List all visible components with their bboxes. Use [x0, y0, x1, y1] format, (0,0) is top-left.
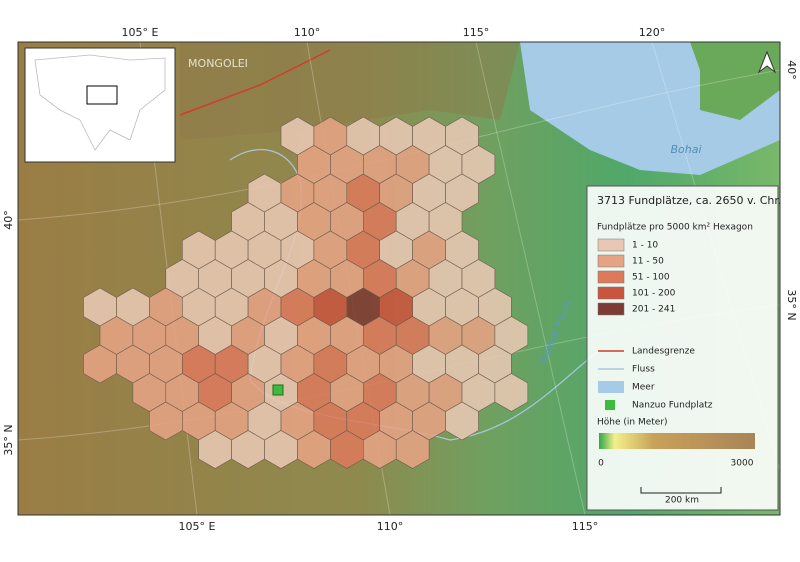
north-arrow [757, 50, 777, 74]
graticule-label: 120° [639, 26, 666, 39]
graticule-label: 35° N [2, 424, 15, 455]
legend-swatch [597, 254, 625, 268]
inset-map [24, 47, 176, 163]
legend-swatch [597, 238, 625, 252]
legend-swatch [597, 286, 625, 300]
elevation-min: 0 [598, 459, 604, 469]
legend-title: 3713 Fundplätze, ca. 2650 v. Chr. [597, 194, 781, 207]
sea-label: Bohai [670, 143, 701, 156]
graticule-label: 35° N [785, 289, 798, 320]
map-frame [17, 41, 781, 516]
scale-bar [640, 487, 722, 494]
legend-swatch [597, 302, 625, 316]
graticule-label: 105° E [179, 520, 216, 533]
legend-label: Fluss [632, 365, 655, 375]
graticule-label: 40° [785, 60, 798, 80]
legend: 3713 Fundplätze, ca. 2650 v. Chr. Fundpl… [586, 185, 781, 511]
legend-label: 201 - 241 [632, 305, 675, 315]
legend-label: Meer [632, 383, 655, 393]
graticule-label: 110° [377, 520, 404, 533]
graticule-labels: 105° E 110° 115° 120° 105° E 110° 115° 40° 35° N… [2, 26, 798, 533]
graticule-label: 115° [572, 520, 599, 533]
legend-swatch [605, 400, 615, 410]
scale-label: 200 km [665, 496, 699, 506]
hexagon [395, 430, 430, 469]
legend-label: 51 - 100 [632, 273, 670, 283]
graticule-label: 110° [294, 26, 321, 39]
legend-label: Landesgrenze [632, 347, 695, 357]
hexagon [494, 373, 529, 412]
legend-label: Nanzuo Fundplatz [632, 401, 713, 411]
country-label: MONGOLEI [188, 57, 248, 70]
legend-swatch [598, 381, 624, 393]
legend-subtitle: Fundplätze pro 5000 km² Hexagon [597, 223, 753, 233]
elevation-title: Höhe (in Meter) [597, 418, 668, 428]
graticule-label: 105° E [122, 26, 159, 39]
legend-label: 11 - 50 [632, 257, 664, 267]
hexagon [445, 401, 479, 441]
legend-label: 1 - 10 [632, 241, 658, 251]
graticule-label: 115° [463, 26, 490, 39]
elevation-bar [599, 433, 755, 449]
elevation-max: 3000 [731, 459, 754, 469]
hexagon-grid [83, 116, 529, 469]
legend-label: 101 - 200 [632, 289, 676, 299]
graticule-label: 40° [2, 210, 15, 230]
site-marker [272, 384, 284, 396]
legend-swatch [597, 270, 625, 284]
